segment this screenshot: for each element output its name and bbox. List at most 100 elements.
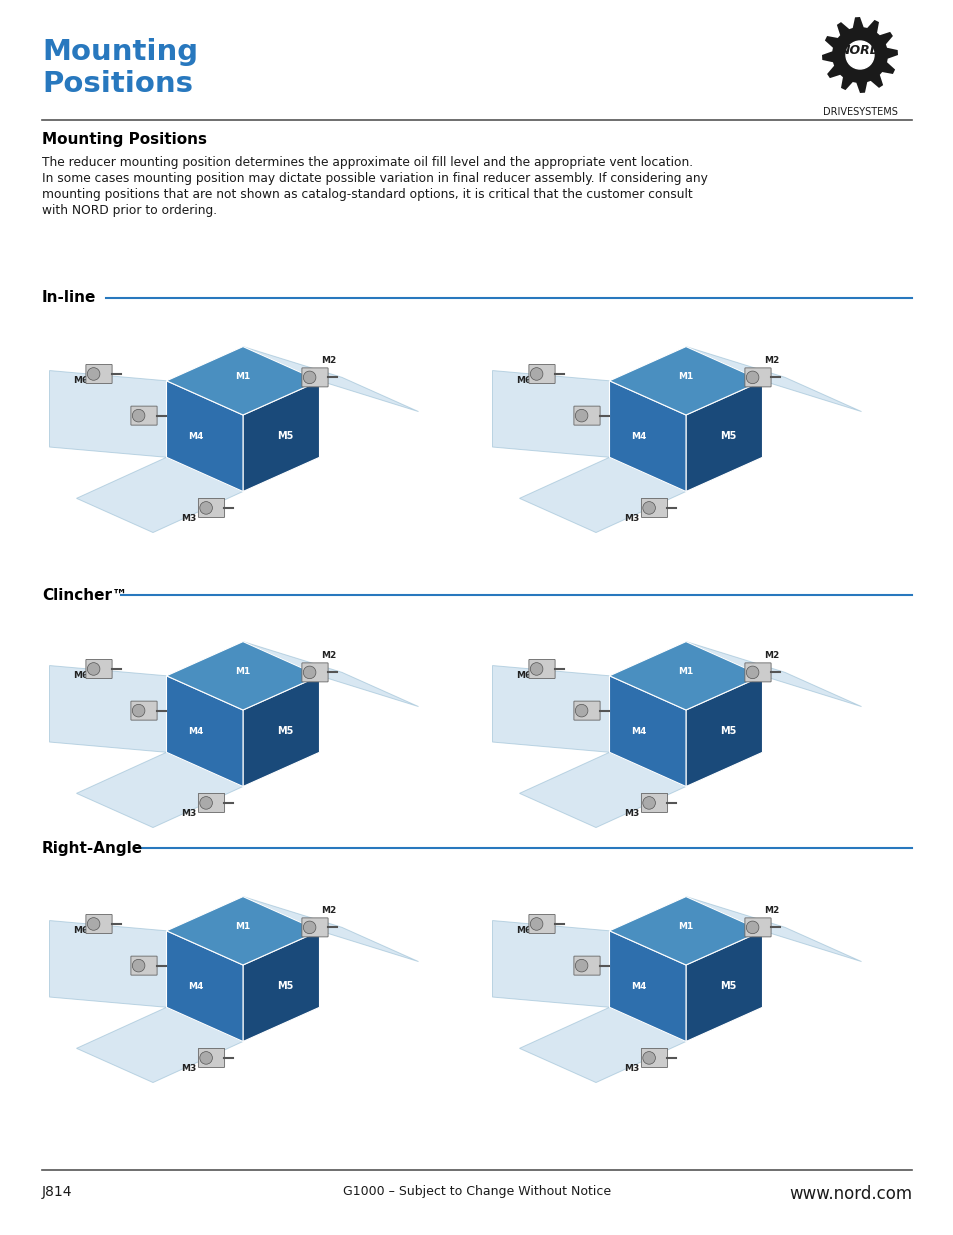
Text: Clincher™: Clincher™ xyxy=(42,588,127,603)
Text: Right-Angle: Right-Angle xyxy=(42,841,143,856)
Text: Mounting Positions: Mounting Positions xyxy=(42,132,207,147)
Text: M5: M5 xyxy=(277,981,294,992)
Circle shape xyxy=(845,41,873,69)
Text: M1: M1 xyxy=(678,921,693,931)
Text: Mounting: Mounting xyxy=(42,38,198,65)
Polygon shape xyxy=(492,666,609,752)
Circle shape xyxy=(642,797,655,809)
Polygon shape xyxy=(50,370,167,457)
Polygon shape xyxy=(685,676,761,787)
Text: M2: M2 xyxy=(763,651,779,659)
Polygon shape xyxy=(243,897,418,962)
Text: M4: M4 xyxy=(630,432,646,441)
Text: The reducer mounting position determines the approximate oil fill level and the : The reducer mounting position determines… xyxy=(42,156,693,169)
Circle shape xyxy=(530,368,542,380)
Text: M5: M5 xyxy=(720,726,736,736)
Text: M4: M4 xyxy=(188,432,203,441)
Text: Positions: Positions xyxy=(42,70,193,98)
Text: M5: M5 xyxy=(720,431,736,441)
Polygon shape xyxy=(167,347,319,415)
Text: M1: M1 xyxy=(678,372,693,380)
FancyBboxPatch shape xyxy=(198,793,224,813)
FancyBboxPatch shape xyxy=(301,663,328,682)
FancyBboxPatch shape xyxy=(528,364,555,383)
FancyBboxPatch shape xyxy=(640,1049,667,1067)
Circle shape xyxy=(199,1052,213,1065)
Polygon shape xyxy=(821,17,897,93)
Polygon shape xyxy=(685,931,761,1041)
Text: M4: M4 xyxy=(188,982,203,990)
Polygon shape xyxy=(50,666,167,752)
Text: G1000 – Subject to Change Without Notice: G1000 – Subject to Change Without Notice xyxy=(342,1186,611,1198)
Text: M2: M2 xyxy=(763,356,779,364)
Text: M2: M2 xyxy=(320,651,335,659)
Polygon shape xyxy=(243,642,418,706)
Polygon shape xyxy=(519,1008,685,1083)
FancyBboxPatch shape xyxy=(198,499,224,517)
Text: M3: M3 xyxy=(181,1063,196,1073)
Text: M2: M2 xyxy=(320,905,335,915)
Text: M6: M6 xyxy=(516,926,531,935)
Text: with NORD prior to ordering.: with NORD prior to ordering. xyxy=(42,204,217,217)
Polygon shape xyxy=(609,897,761,965)
Text: In-line: In-line xyxy=(42,290,96,305)
FancyBboxPatch shape xyxy=(574,406,599,425)
FancyBboxPatch shape xyxy=(744,368,770,387)
Polygon shape xyxy=(167,380,243,492)
Circle shape xyxy=(132,409,145,422)
FancyBboxPatch shape xyxy=(528,914,555,934)
Circle shape xyxy=(575,960,587,972)
Circle shape xyxy=(745,666,758,679)
FancyBboxPatch shape xyxy=(131,956,157,976)
Circle shape xyxy=(199,501,213,514)
Circle shape xyxy=(88,368,100,380)
Circle shape xyxy=(303,370,315,384)
Polygon shape xyxy=(609,347,761,415)
Polygon shape xyxy=(492,920,609,1008)
Polygon shape xyxy=(685,380,761,492)
Text: M1: M1 xyxy=(235,667,251,676)
Polygon shape xyxy=(609,380,685,492)
FancyBboxPatch shape xyxy=(198,1049,224,1067)
FancyBboxPatch shape xyxy=(574,956,599,976)
Text: M4: M4 xyxy=(630,982,646,990)
Text: M5: M5 xyxy=(277,431,294,441)
Polygon shape xyxy=(243,380,319,492)
Text: M3: M3 xyxy=(623,1063,639,1073)
FancyBboxPatch shape xyxy=(301,368,328,387)
Polygon shape xyxy=(76,1008,243,1083)
Text: M2: M2 xyxy=(320,356,335,364)
Circle shape xyxy=(88,663,100,676)
FancyBboxPatch shape xyxy=(131,406,157,425)
Polygon shape xyxy=(167,642,319,710)
Circle shape xyxy=(642,1052,655,1065)
Text: DRIVESYSTEMS: DRIVESYSTEMS xyxy=(821,107,897,117)
FancyBboxPatch shape xyxy=(744,918,770,937)
Polygon shape xyxy=(243,931,319,1041)
FancyBboxPatch shape xyxy=(86,659,112,678)
Text: mounting positions that are not shown as catalog-standard options, it is critica: mounting positions that are not shown as… xyxy=(42,188,692,201)
Circle shape xyxy=(745,921,758,934)
Text: M1: M1 xyxy=(235,372,251,380)
Text: M1: M1 xyxy=(235,921,251,931)
FancyBboxPatch shape xyxy=(301,918,328,937)
Text: M6: M6 xyxy=(516,377,531,385)
Circle shape xyxy=(745,370,758,384)
Text: M3: M3 xyxy=(181,514,196,522)
Text: M3: M3 xyxy=(181,809,196,818)
Circle shape xyxy=(303,921,315,934)
Polygon shape xyxy=(167,676,243,787)
Polygon shape xyxy=(167,897,319,965)
Polygon shape xyxy=(519,752,685,827)
Text: M5: M5 xyxy=(277,726,294,736)
Circle shape xyxy=(575,704,587,718)
Polygon shape xyxy=(609,931,685,1041)
Text: M6: M6 xyxy=(516,672,531,680)
Circle shape xyxy=(199,797,213,809)
Text: M6: M6 xyxy=(73,377,89,385)
Circle shape xyxy=(303,666,315,679)
Circle shape xyxy=(575,409,587,422)
Text: M1: M1 xyxy=(678,667,693,676)
Text: M3: M3 xyxy=(623,809,639,818)
Circle shape xyxy=(132,704,145,718)
